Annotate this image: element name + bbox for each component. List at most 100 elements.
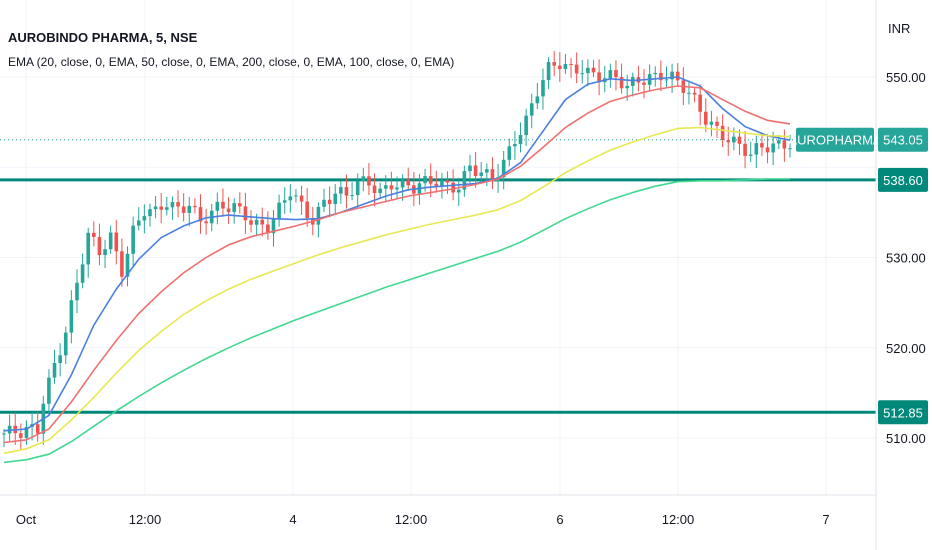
ema-lines [3,76,791,464]
candle-body [597,72,601,83]
candle-body [35,424,40,434]
candle-body [131,225,135,254]
currency-label: INR [888,21,910,36]
candle-body [670,71,674,80]
x-tick-label: 12:00 [129,512,162,527]
candle-body [664,79,669,81]
candle-body [153,206,158,210]
candle-body [136,220,141,226]
candle-body [485,169,489,173]
candle-body [765,147,770,153]
candle-body [2,433,6,435]
candle-body [423,176,427,184]
candle-body [586,67,590,74]
candle-body [372,185,377,194]
candle-body [760,143,764,148]
candle-body [316,206,321,225]
chart-title: AUROBINDO PHARMA, 5, NSE [8,30,198,45]
candle-body [378,188,382,194]
candle-body [170,202,175,208]
candle-body [580,73,585,75]
candle-body [395,187,399,190]
candle-body [451,182,455,193]
indicator-legend[interactable]: EMA (20, close, 0, EMA, 50, close, 0, EM… [8,55,454,69]
candle-body [468,165,472,172]
x-tick-label: 4 [289,512,296,527]
candle-body [80,264,85,283]
candle-body [120,251,124,277]
x-tick-label: 6 [556,512,563,527]
candle-body [24,426,29,438]
candle-body [58,355,62,364]
candle-body [333,193,338,205]
candle-body [52,363,57,378]
candle-body [748,154,753,156]
candle-body [569,64,573,66]
candle-body [355,181,360,196]
candle-body [344,187,349,196]
candle-body [406,179,411,186]
y-tick-label: 550.00 [886,70,926,85]
candle-body [541,80,545,97]
price-axis[interactable]: 550.00 530.00 520.00 510.00 [886,70,926,446]
candle-body [608,70,613,79]
candle-body [776,140,781,144]
candle-body [299,195,304,202]
level-price-badge [878,167,928,192]
candle-body [456,189,461,193]
candle-body [47,377,51,404]
candle-body [327,199,332,205]
candle-body [294,195,298,197]
candle-body [726,140,731,143]
candle-body [142,216,147,221]
x-tick-label: 12:00 [662,512,695,527]
candle-body [19,433,23,438]
candle-body [97,236,102,256]
candle-body [428,176,433,184]
ema-line-ema-20 [3,76,791,432]
candle-body [277,202,281,219]
candle-body [75,282,79,301]
candle-body [490,169,495,182]
candle-body [513,144,517,147]
candle-body [383,185,388,189]
candle-body [232,203,236,212]
candle-body [546,62,551,81]
candle-body [732,136,736,143]
candle-body [282,200,287,203]
candle-body [703,111,708,125]
candle-body [400,179,405,188]
candle-body [125,253,130,277]
candle-body [642,82,646,85]
candle-body [215,201,220,211]
candle-body [698,94,702,112]
candlesticks [2,51,792,450]
candle-body [574,64,579,74]
candle-body [176,202,180,207]
candle-body [260,219,265,225]
candle-body [563,64,568,70]
candle-body [754,143,759,155]
candle-body [305,201,309,218]
candle-body [254,219,259,225]
time-axis[interactable]: Oct 12:00 4 12:00 6 12:00 7 [16,512,830,527]
candle-body [114,232,119,252]
candle-body [771,143,775,153]
x-tick-label: 7 [822,512,829,527]
candle-body [591,67,596,73]
candle-body [148,209,152,217]
candle-body [692,92,697,95]
candle-body [187,205,192,213]
ema-line-ema-200 [3,178,790,464]
x-tick-label: Oct [16,512,37,527]
candle-body [535,96,540,104]
candle-body [558,65,562,70]
candle-body [63,332,68,356]
candle-body [204,221,208,224]
last-price-text: 543.05 [883,133,923,148]
candle-body [434,183,439,187]
candle-body [69,300,74,333]
candle-body [322,199,326,207]
last-price-badge [878,127,928,152]
